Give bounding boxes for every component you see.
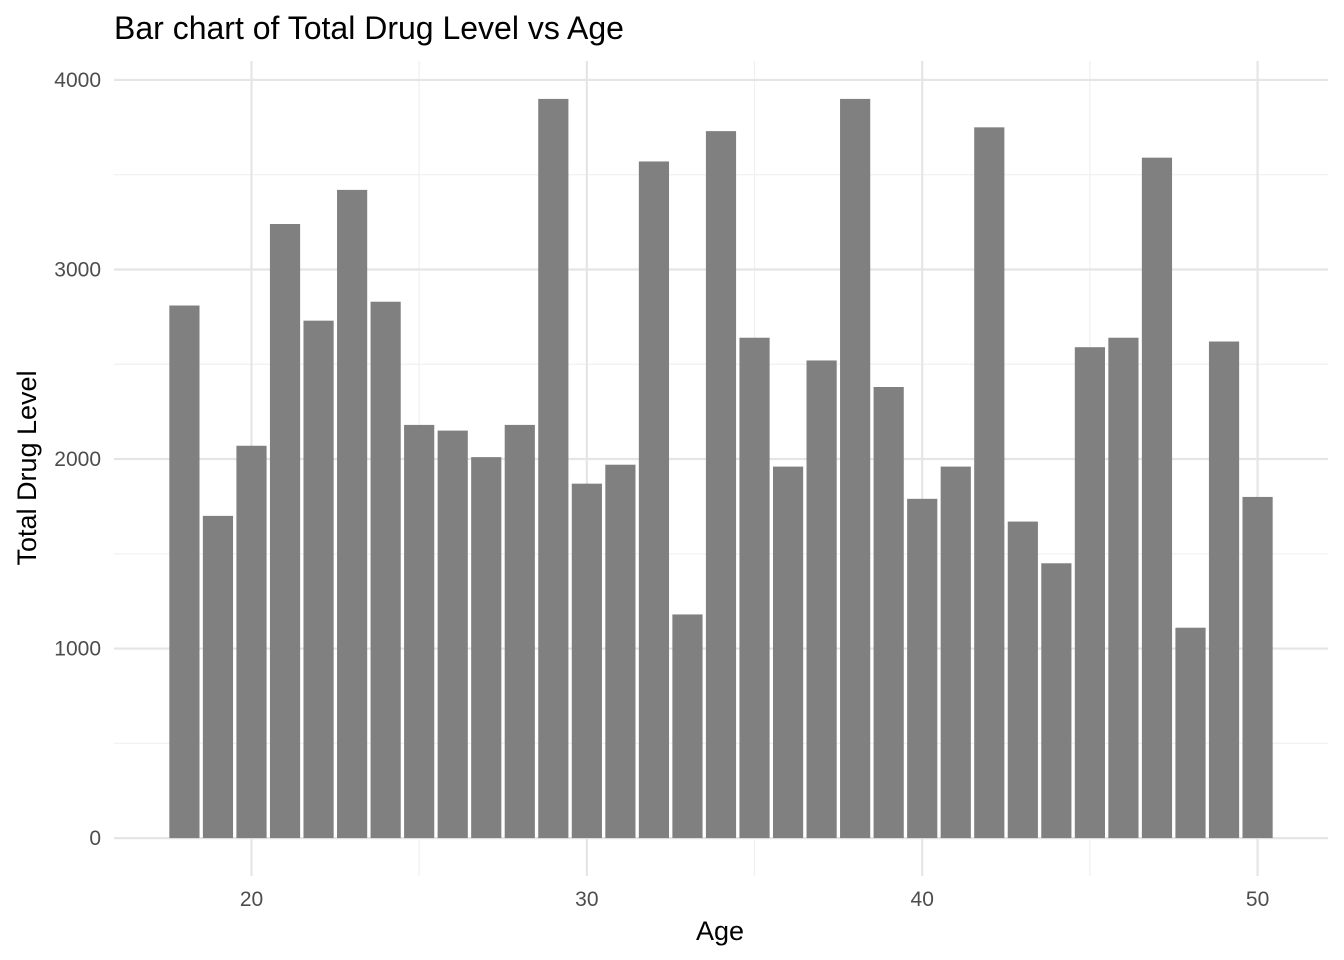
bar: [772, 466, 804, 839]
bar: [907, 498, 938, 839]
x-tick-label: 50: [1246, 888, 1269, 911]
bar: [1208, 341, 1240, 839]
bar: [1108, 337, 1139, 839]
bar: [806, 360, 837, 839]
bar: [303, 320, 334, 839]
bar: [571, 483, 602, 839]
bar-layer: [169, 98, 1273, 839]
bar: [873, 387, 904, 839]
y-tick-label: 2000: [54, 448, 101, 471]
y-tick-label: 3000: [54, 258, 101, 281]
bar: [1175, 627, 1206, 839]
bar: [437, 430, 468, 839]
bar: [202, 515, 234, 839]
bar: [1242, 496, 1273, 839]
bar: [1141, 157, 1173, 839]
x-tick-labels: 20 30 40 50: [240, 888, 1269, 911]
bar: [236, 445, 267, 839]
bar: [840, 98, 871, 839]
x-axis-title: Age: [696, 916, 744, 946]
bar: [538, 98, 569, 839]
bar: [1041, 563, 1072, 839]
bar: [974, 127, 1005, 839]
y-tick-label: 0: [89, 827, 101, 850]
bar: [940, 466, 971, 839]
bar: [169, 305, 200, 839]
bar: [1074, 347, 1105, 839]
bar: [269, 224, 301, 839]
y-tick-label: 1000: [54, 638, 101, 661]
bar: [471, 457, 502, 839]
chart-title: Bar chart of Total Drug Level vs Age: [114, 10, 624, 46]
y-tick-labels: 0 1000 2000 3000 4000: [54, 69, 101, 850]
y-tick-label: 4000: [54, 69, 101, 92]
bar: [404, 424, 435, 839]
bar: [504, 424, 535, 839]
bar: [705, 131, 737, 839]
bar: [605, 464, 636, 839]
y-axis-title: Total Drug Level: [12, 370, 42, 565]
x-tick-label: 20: [240, 888, 263, 911]
bar: [672, 614, 703, 839]
bar: [739, 337, 770, 839]
bar: [370, 301, 401, 839]
bar: [638, 161, 670, 839]
x-tick-label: 30: [575, 888, 598, 911]
bar: [337, 189, 368, 839]
bar: [1007, 521, 1038, 839]
x-tick-label: 40: [911, 888, 934, 911]
